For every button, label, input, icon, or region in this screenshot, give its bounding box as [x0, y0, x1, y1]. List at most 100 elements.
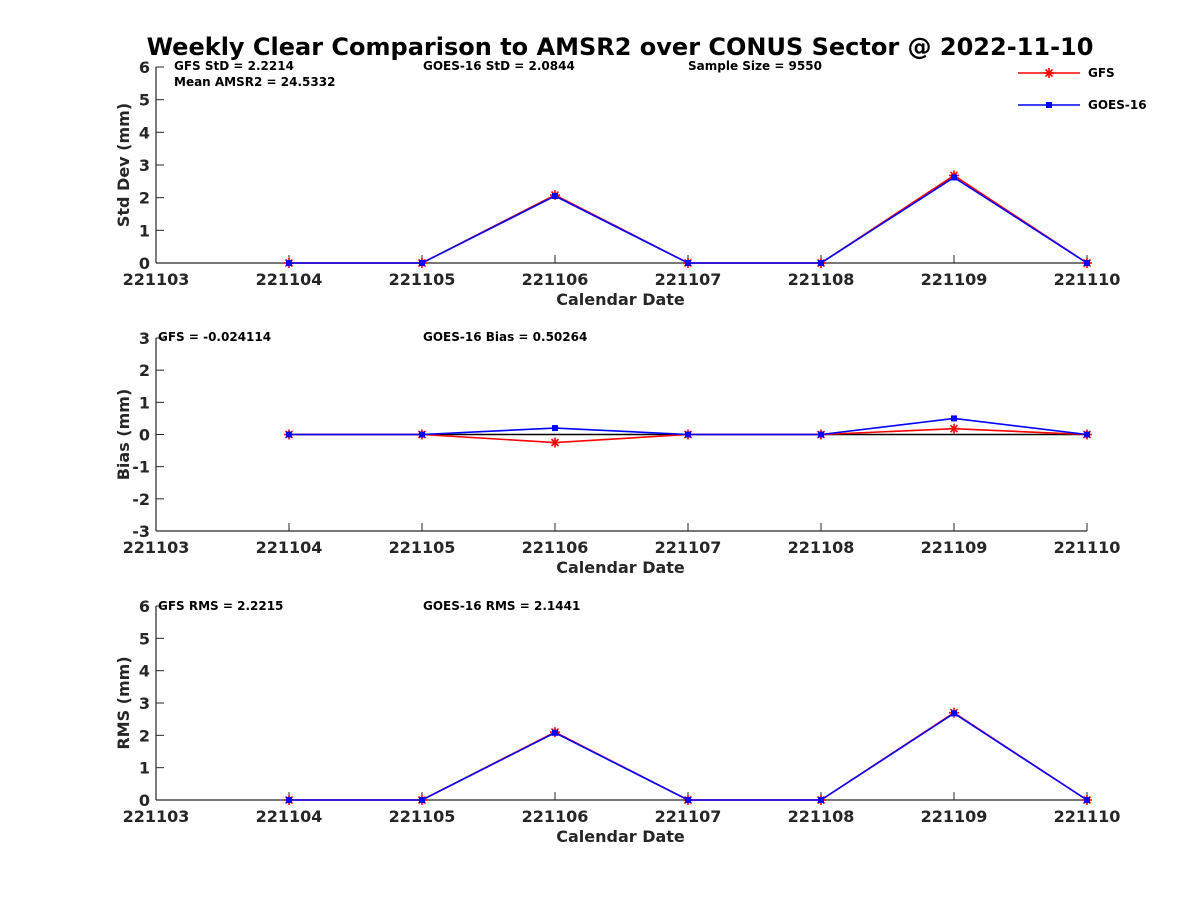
- y-tick-label: 4: [139, 123, 150, 142]
- y-axis-label: Bias (mm): [114, 389, 133, 481]
- data-point-goes-16: [552, 729, 558, 736]
- x-tick-label: 221104: [256, 807, 323, 826]
- y-tick-label: 2: [139, 726, 150, 745]
- x-tick-label: 221107: [655, 538, 722, 557]
- x-tick-label: 221103: [123, 270, 190, 289]
- y-tick-label: 5: [139, 629, 150, 648]
- x-tick-label: 221104: [256, 270, 323, 289]
- legend: GFS GOES-16: [1018, 66, 1147, 112]
- data-point-goes-16: [419, 431, 425, 438]
- y-tick-label: 4: [139, 662, 150, 681]
- series-line-gfs: [289, 711, 1088, 801]
- y-tick-label: -3: [132, 522, 150, 541]
- data-point-goes-16: [1084, 797, 1090, 803]
- x-tick-label: 221107: [655, 807, 722, 826]
- data-point-goes-16: [419, 797, 425, 803]
- data-point-goes-16: [685, 431, 691, 438]
- asterisk-stroke: [550, 438, 560, 447]
- y-tick-label: 1: [139, 221, 150, 240]
- data-point-goes-16: [286, 431, 292, 438]
- x-tick-label: 221108: [788, 807, 855, 826]
- y-tick-label: 2: [139, 361, 150, 380]
- y-tick-label: -2: [132, 490, 150, 509]
- panel-3: 221103 221104 221105 221106 221107 221108 2211…: [114, 597, 1120, 846]
- x-tick-label: 221106: [522, 807, 589, 826]
- y-tick-label: 0: [139, 426, 150, 445]
- x-tick-label: 221103: [123, 538, 190, 557]
- x-tick-label: 221110: [1054, 807, 1121, 826]
- x-axis-label: Calendar Date: [556, 827, 685, 846]
- data-point-goes-16: [818, 797, 824, 803]
- x-tick-label: 221105: [389, 807, 456, 826]
- stats-annotation: GOES-16 Bias = 0.50264: [423, 330, 587, 344]
- stats-annotation: Sample Size = 9550: [688, 59, 822, 73]
- x-tick-label: 221104: [256, 538, 323, 557]
- asterisk-stroke: [1044, 68, 1054, 78]
- data-point-goes-16: [951, 415, 957, 422]
- data-point-goes-16: [1084, 260, 1090, 266]
- y-tick-label: 3: [139, 156, 150, 175]
- y-tick-label: 3: [139, 694, 150, 713]
- y-tick-label: 6: [139, 597, 150, 616]
- data-point-gfs: [949, 423, 959, 434]
- y-tick-label: 0: [139, 791, 150, 810]
- x-axis-label: Calendar Date: [556, 290, 685, 309]
- stats-annotation: GOES-16 StD = 2.0844: [423, 59, 575, 73]
- y-tick-label: 1: [139, 759, 150, 778]
- data-point-goes-16: [818, 431, 824, 438]
- asterisk-stroke: [949, 424, 959, 433]
- x-axis-label: Calendar Date: [556, 558, 685, 577]
- legend-label: GOES-16: [1088, 98, 1147, 112]
- series-line-goes-16: [289, 712, 1088, 801]
- x-tick-label: 221106: [522, 538, 589, 557]
- stats-annotation: GOES-16 RMS = 2.1441: [423, 599, 580, 613]
- y-tick-label: 3: [139, 329, 150, 348]
- x-tick-label: 221105: [389, 270, 456, 289]
- y-tick-label: -1: [132, 458, 150, 477]
- chart-title: Weekly Clear Comparison to AMSR2 over CO…: [147, 33, 1094, 61]
- series-line-goes-16: [289, 176, 1088, 264]
- x-tick-label: 221109: [921, 807, 988, 826]
- legend-marker-asterisk: [1044, 68, 1054, 78]
- data-point-goes-16: [286, 260, 292, 266]
- data-point-gfs: [550, 437, 560, 448]
- y-tick-label: 6: [139, 58, 150, 77]
- x-tick-label: 221110: [1054, 270, 1121, 289]
- x-tick-label: 221103: [123, 807, 190, 826]
- data-point-goes-16: [1084, 431, 1090, 438]
- y-tick-label: 0: [139, 254, 150, 273]
- y-tick-label: 5: [139, 91, 150, 110]
- x-tick-label: 221109: [921, 270, 988, 289]
- x-tick-label: 221106: [522, 270, 589, 289]
- data-point-goes-16: [685, 260, 691, 266]
- x-tick-label: 221108: [788, 538, 855, 557]
- stats-annotation: GFS RMS = 2.2215: [158, 599, 283, 613]
- data-point-goes-16: [552, 193, 558, 200]
- data-point-goes-16: [951, 174, 957, 181]
- data-point-goes-16: [552, 425, 558, 432]
- stats-annotation: GFS = -0.024114: [158, 330, 271, 344]
- data-point-goes-16: [685, 797, 691, 803]
- x-tick-label: 221110: [1054, 538, 1121, 557]
- y-tick-label: 2: [139, 189, 150, 208]
- data-point-goes-16: [818, 260, 824, 266]
- panel-2: 221103 221104 221105 221106 221107 221108 2211…: [114, 329, 1120, 577]
- y-axis-label: Std Dev (mm): [114, 103, 133, 227]
- x-tick-label: 221105: [389, 538, 456, 557]
- x-tick-label: 221109: [921, 538, 988, 557]
- panel-1: 221103 221104 221105 221106 221107 221108 2211…: [114, 58, 1120, 309]
- data-point-goes-16: [419, 260, 425, 266]
- series-line-gfs: [289, 174, 1088, 264]
- x-tick-label: 221107: [655, 270, 722, 289]
- x-tick-label: 221108: [788, 270, 855, 289]
- stats-annotation: GFS StD = 2.2214: [174, 59, 294, 73]
- y-axis-label: RMS (mm): [114, 656, 133, 749]
- y-tick-label: 1: [139, 393, 150, 412]
- data-point-goes-16: [951, 710, 957, 717]
- legend-marker-square: [1046, 102, 1052, 108]
- legend-label: GFS: [1088, 66, 1115, 80]
- stats-annotation: Mean AMSR2 = 24.5332: [174, 75, 335, 89]
- data-point-goes-16: [286, 797, 292, 803]
